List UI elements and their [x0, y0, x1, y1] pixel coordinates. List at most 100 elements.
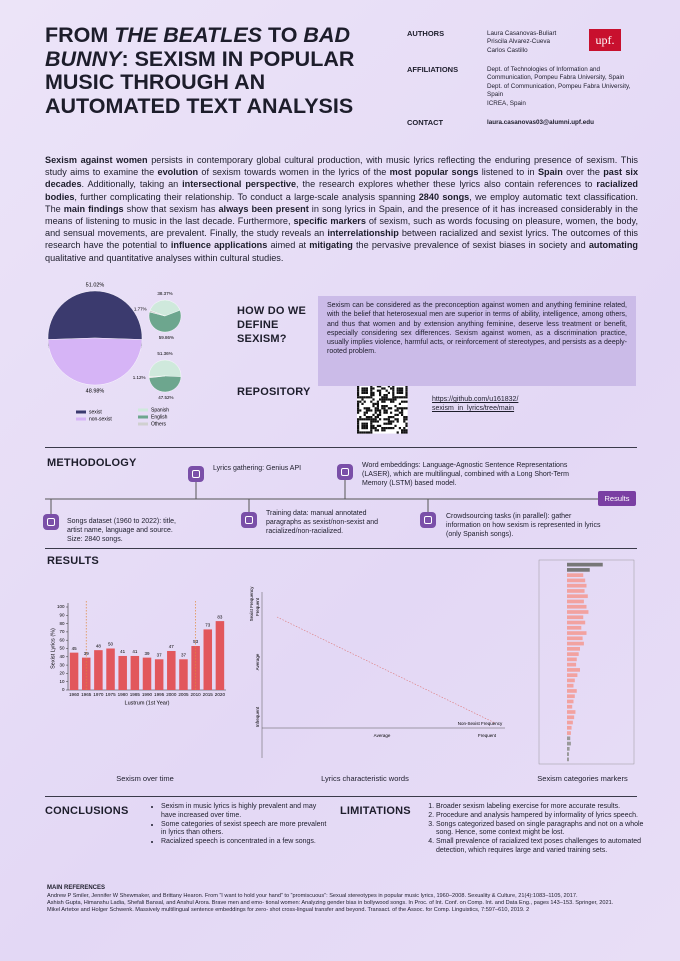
references-list: Andrew P Smiler, Jennifer W Shewmaker, a…: [47, 893, 637, 915]
abstract-part: influence applications: [170, 240, 268, 251]
qr-cell: [361, 418, 364, 421]
qr-cell: [370, 400, 373, 403]
qr-cell: [387, 398, 390, 401]
poster-title: FROM THE BEATLES TO BAD BUNNY: SEXISM IN…: [45, 23, 375, 118]
qr-cell: [365, 387, 368, 390]
legend-swatch: [76, 410, 86, 414]
qr-cell: [368, 396, 371, 399]
y-tick-label: 40: [59, 654, 65, 659]
x-tick-label: 1985: [130, 692, 141, 697]
results-heading: RESULTS: [47, 555, 99, 567]
link-line[interactable]: https://github.com/u161832/: [432, 396, 519, 403]
abstract-part: Sexism against women: [45, 155, 148, 165]
abstract-part: automating: [588, 240, 638, 251]
qr-cell: [357, 431, 360, 434]
link-line[interactable]: sexism_in_lyrics/tree/main: [432, 405, 515, 412]
abstract-part: Spain: [537, 167, 563, 178]
qr-cell: [359, 416, 362, 419]
qr-cell: [392, 420, 395, 423]
bar-value-label: 41: [132, 649, 138, 654]
qr-cell: [374, 402, 377, 405]
method-step: Word embeddings: Language-Agnostic Sente…: [362, 462, 569, 487]
qr-cell: [361, 422, 364, 425]
qr-cell: [385, 422, 388, 425]
limitation: Procedure and analysis hampered by infor…: [436, 812, 648, 821]
qr-cell: [372, 418, 375, 421]
legend-swatch: [76, 417, 86, 421]
qr-cell: [357, 407, 360, 410]
qr-cell: [383, 411, 386, 414]
author: Laura Casanovas-Buliart: [487, 30, 557, 37]
qr-cell: [381, 398, 384, 401]
qr-cell: [357, 400, 360, 403]
qr-cell: [365, 422, 368, 425]
qr-cell: [392, 396, 395, 399]
qr-cell: [383, 405, 386, 408]
reference: Mikel Artetxe and Holger Schwenk. Massiv…: [47, 907, 530, 914]
y-level: Infrequent: [255, 706, 260, 727]
bar: [567, 631, 587, 635]
qr-cell: [398, 389, 401, 392]
qr-cell: [392, 391, 395, 394]
qr-cell: [385, 411, 388, 414]
qr-cell: [398, 427, 401, 430]
qr-cell: [363, 387, 366, 390]
repository-heading: REPOSITORY: [237, 386, 311, 398]
qr-cell: [383, 427, 386, 430]
y-tick-label: 50: [59, 646, 65, 651]
bar: [167, 650, 176, 690]
qr-cell: [392, 398, 395, 401]
abstract-part: . Additionally, taking an: [81, 179, 183, 190]
bar: [69, 652, 79, 690]
qr-cell: [357, 391, 360, 394]
qr-cell: [383, 400, 386, 403]
qr-cell: [357, 429, 360, 432]
pie-label: 51.36%: [157, 351, 172, 356]
bar: [567, 578, 586, 583]
qr-cell: [368, 418, 371, 421]
repository-link[interactable]: https://github.com/u161832/ sexism_in_ly…: [432, 395, 518, 413]
qr-cell: [372, 405, 375, 408]
qr-cell: [385, 405, 388, 408]
abstract-part: , further complicating their relationshi…: [74, 191, 419, 202]
x-level: Frequent: [478, 733, 497, 738]
pie-slice: [148, 375, 182, 393]
legend-label: sexist: [89, 409, 102, 415]
qr-cell: [387, 427, 390, 430]
qr-cell: [396, 407, 399, 410]
qr-cell: [365, 396, 368, 399]
qr-cell: [403, 416, 406, 419]
qr-cell: [357, 418, 360, 421]
bar: [567, 747, 570, 751]
references: MAIN REFERENCES Andrew P Smiler, Jennife…: [47, 885, 637, 915]
qr-cell: [405, 424, 408, 427]
qr-cell: [392, 387, 395, 390]
qr-cell: [394, 405, 397, 408]
pie-slice: [149, 310, 166, 317]
qr-cell: [383, 398, 386, 401]
qr-cell: [401, 389, 404, 392]
abstract-part: in song lyrics in Spain, and the presenc…: [45, 203, 639, 227]
y-tick-label: 80: [59, 621, 65, 626]
y-tick-label: 100: [57, 604, 65, 609]
method-step: Crowdsourcing tasks (in parallel): gathe…: [446, 513, 601, 538]
bar: [567, 620, 586, 625]
bar: [118, 655, 127, 690]
qr-cell: [396, 409, 399, 412]
bar: [567, 562, 603, 567]
bar: [567, 678, 575, 683]
bar: [567, 757, 569, 762]
bar-value-label: 39: [144, 651, 150, 656]
qr-cell: [405, 418, 408, 421]
results-button[interactable]: Results: [598, 491, 636, 506]
bar-value-label: 83: [217, 614, 223, 619]
qr-cell: [381, 387, 384, 390]
authors-label: AUTHORS: [407, 29, 445, 38]
qr-cell: [370, 416, 373, 419]
x-tick-label: 2015: [203, 692, 214, 697]
references-heading: MAIN REFERENCES: [47, 885, 106, 891]
qr-cell: [379, 385, 382, 388]
x-tick-label: 1995: [154, 692, 165, 697]
bar-value-label: 50: [108, 642, 114, 647]
x-tick-label: 2010: [190, 692, 201, 697]
